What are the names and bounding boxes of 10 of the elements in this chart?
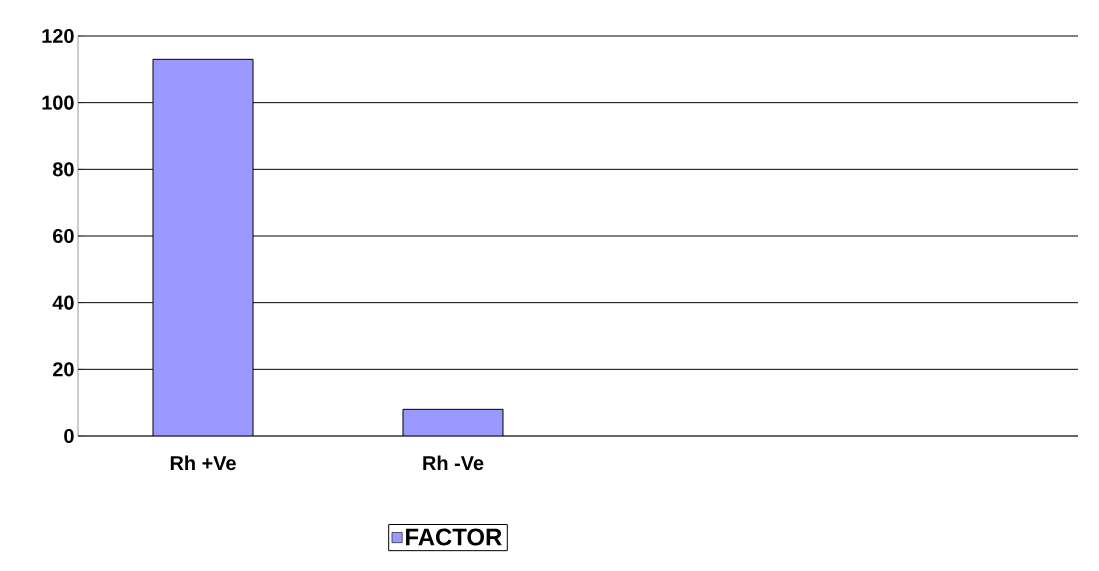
y-tick-label: 40 xyxy=(52,295,74,310)
y-tick-label: 100 xyxy=(42,95,74,110)
y-tick-label: 0 xyxy=(64,428,74,444)
x-tick-label: Rh -Ve xyxy=(423,455,484,471)
x-tick-label: Rh +Ve xyxy=(170,455,236,471)
y-tick-label: 120 xyxy=(42,28,74,44)
y-tick-label: 60 xyxy=(53,228,74,244)
legend-label: FACTOR xyxy=(406,528,502,546)
y-tick-label: 20 xyxy=(53,362,74,377)
y-tick-label: 80 xyxy=(52,162,74,177)
